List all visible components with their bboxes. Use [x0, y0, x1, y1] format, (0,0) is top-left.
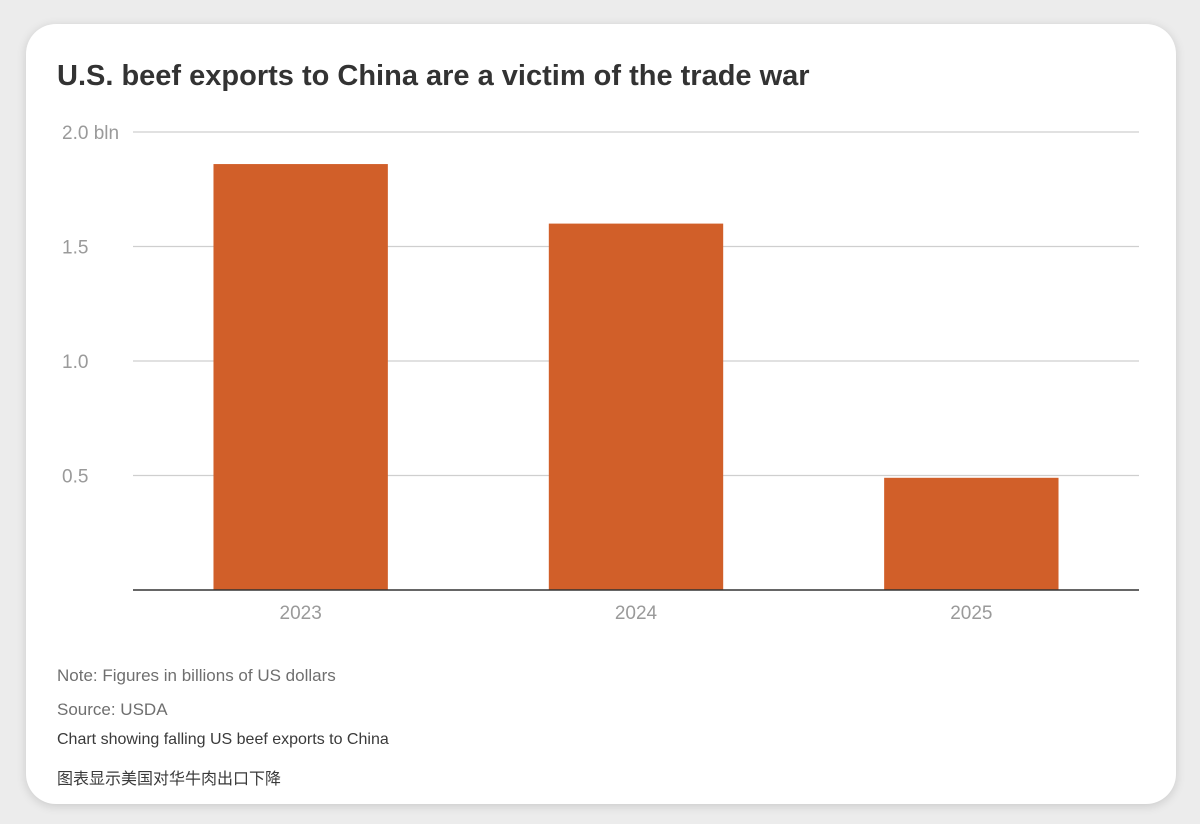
source-text: Source: USDA: [57, 700, 168, 719]
chart-title: U.S. beef exports to China are a victim …: [57, 60, 810, 92]
y-tick-label: 1.0: [62, 352, 88, 373]
y-tick-label: 1.5: [62, 238, 88, 259]
bar-chart: 0.5 1.0 1.5 2.0 bln 2023 2024 2025: [62, 123, 1139, 624]
x-tick-label: 2024: [615, 603, 658, 624]
caption-chinese: 图表显示美国对华牛肉出口下降: [57, 771, 282, 788]
bar-2025: [884, 477, 1059, 590]
note-text: Note: Figures in billions of US dollars: [57, 666, 336, 685]
bar-2024: [548, 223, 724, 590]
axes: 0.5 1.0 1.5 2.0 bln 2023 2024 2025: [62, 123, 1139, 624]
x-tick-label: 2025: [950, 603, 992, 624]
caption-english: Chart showing falling US beef exports to…: [57, 731, 389, 748]
bar-2023: [213, 164, 388, 590]
x-tick-label: 2023: [280, 603, 322, 624]
y-tick-label: 2.0 bln: [62, 123, 119, 144]
bars: [213, 164, 1059, 590]
y-tick-label: 0.5: [62, 467, 88, 488]
